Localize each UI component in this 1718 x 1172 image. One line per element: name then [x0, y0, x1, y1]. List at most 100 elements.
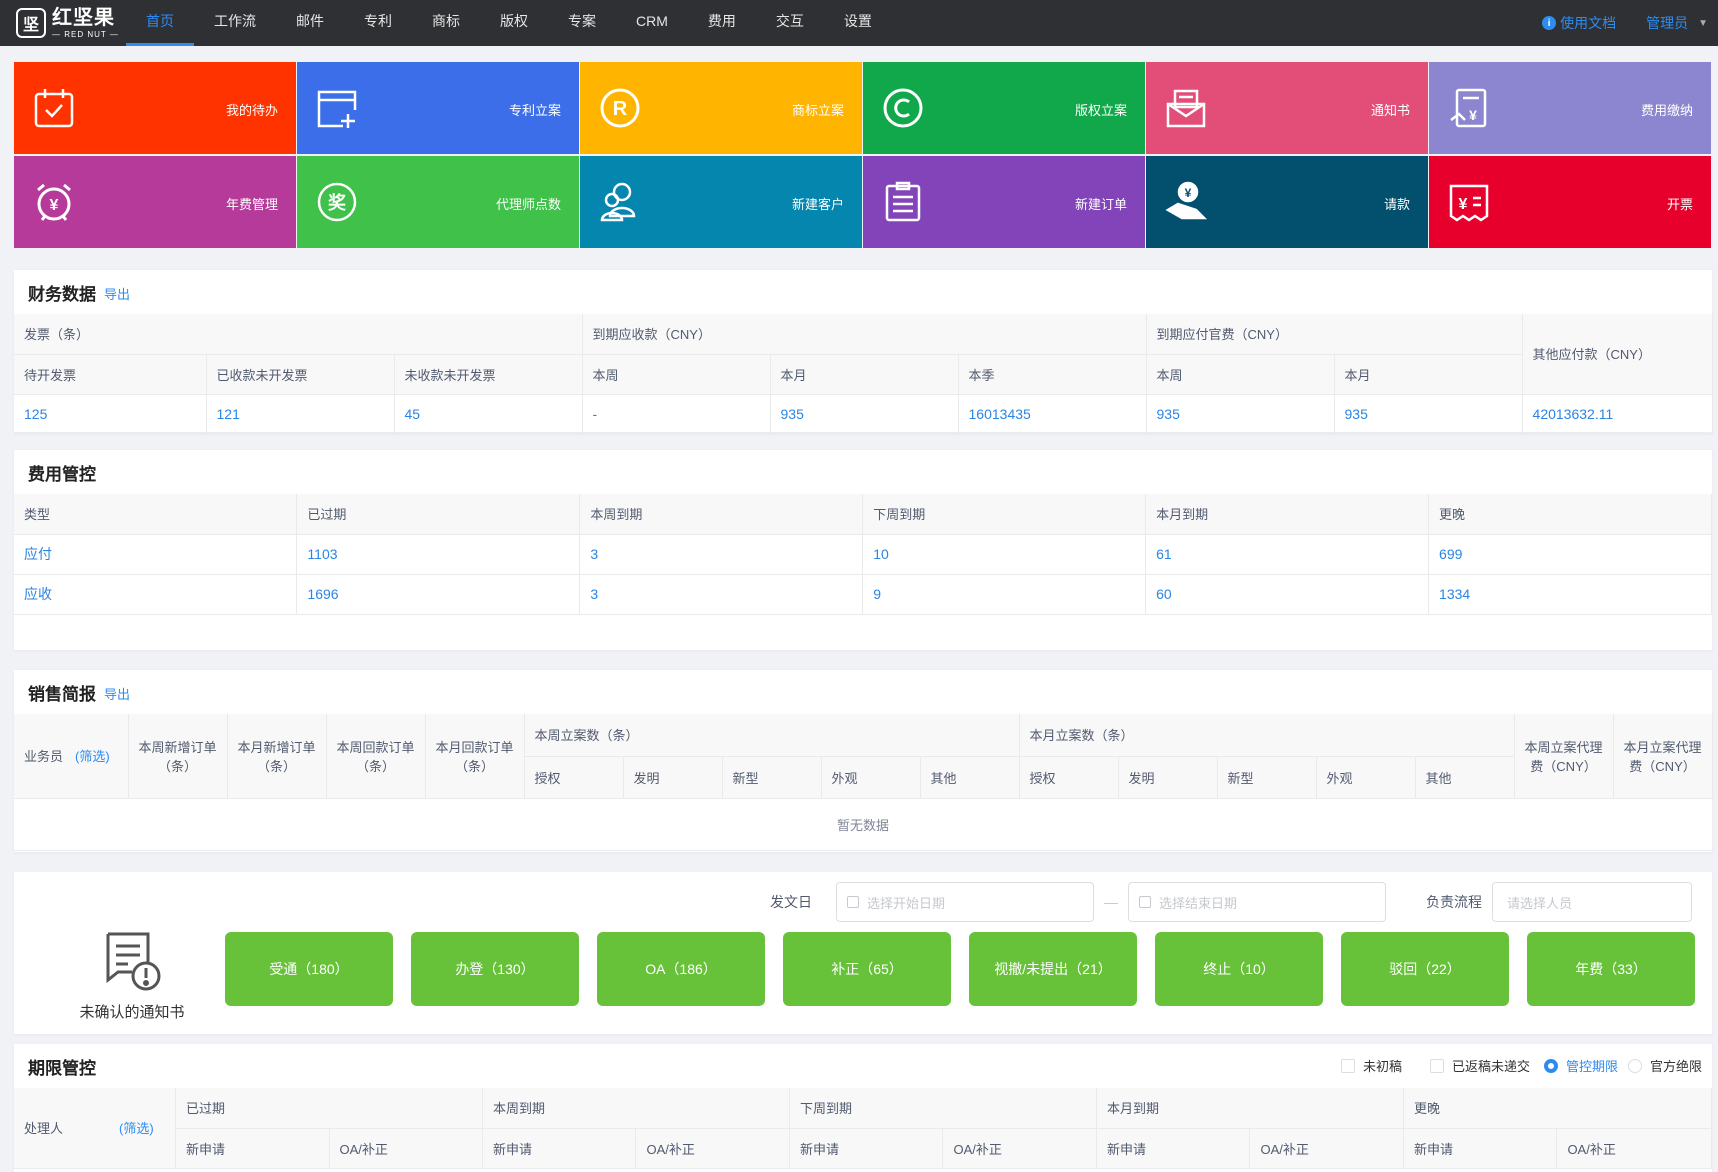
value-paid-not-invoiced[interactable]: 121 [206, 394, 395, 435]
handler-filter-link[interactable]: (筛选) [119, 1121, 154, 1137]
cell-value[interactable]: 10 [862, 534, 1147, 575]
notice-btn-terminated[interactable]: 终止（10） [1155, 932, 1323, 1006]
radio[interactable] [1627, 1058, 1642, 1073]
sales-table: 业务员 (筛选) 本周新增订单（条） 本月新增订单（条） 本周回款订单（条） 本月… [14, 714, 1713, 851]
cell-value[interactable]: 1103 [296, 534, 581, 575]
table-row: 125 121 45 - 935 16013435 935 935 420136… [14, 394, 1713, 435]
info-icon: i [1542, 16, 1557, 30]
help-docs-label: 使用文档 [1560, 15, 1617, 31]
value-unpaid-not-invoiced[interactable]: 45 [394, 394, 583, 435]
header-expired: 已过期 [296, 494, 581, 535]
value-fee-month[interactable]: 935 [1334, 394, 1523, 435]
header-invention: 发明 [1118, 756, 1218, 799]
app-logo[interactable]: 坚 红坚果 — RED NUT — [0, 0, 126, 46]
cell-value[interactable]: 1334 [1428, 574, 1712, 615]
main-nav: 首页 工作流 邮件 专利 商标 版权 专案 CRM 费用 交互 设置 [126, 0, 892, 46]
tile-patent-filing[interactable]: 专利立案 [297, 62, 579, 154]
option-returned-not-submitted[interactable]: 已返稿未递交 [1429, 1056, 1530, 1075]
cell-value[interactable]: 3 [579, 574, 864, 615]
flow-owner-label: 负责流程 [1426, 894, 1482, 910]
finance-export-link[interactable]: 导出 [104, 287, 131, 302]
deadline-title: 期限管控 [28, 1058, 96, 1078]
nav-item-workflow[interactable]: 工作流 [214, 13, 256, 29]
header-oa-correction: OA/补正 [1249, 1128, 1404, 1169]
tile-notice[interactable]: 通知书 [1146, 62, 1428, 154]
nav-item-home[interactable]: 首页 [126, 0, 194, 46]
radio-selected[interactable] [1543, 1058, 1558, 1073]
value-receivable-quarter[interactable]: 16013435 [958, 394, 1147, 435]
value-fee-week[interactable]: 935 [1146, 394, 1335, 435]
tile-label: 通知书 [1370, 103, 1410, 118]
hand-money-icon: ¥ [1165, 181, 1208, 220]
tile-fee-payment[interactable]: ¥ 费用缴纳 [1429, 62, 1711, 154]
header-receivable: 到期应收款（CNY） [582, 314, 1147, 355]
unconfirmed-notice-icon [106, 932, 161, 991]
invoice-icon: ¥ [1449, 184, 1489, 222]
tile-payment-request[interactable]: ¥ 请款 [1146, 156, 1428, 248]
users-icon [600, 182, 636, 222]
tile-new-customer[interactable]: 新建客户 [580, 156, 862, 248]
value-pending-invoice[interactable]: 125 [14, 394, 207, 435]
notice-btn-acceptance[interactable]: 受通（180） [225, 932, 393, 1006]
nav-item-patent[interactable]: 专利 [364, 13, 392, 29]
header-new-application: 新申请 [1096, 1128, 1251, 1169]
end-date-input[interactable]: 选择结束日期 [1128, 882, 1386, 922]
tile-annual-fee[interactable]: ¥ 年费管理 [14, 156, 296, 248]
notice-btn-correction[interactable]: 补正（65） [783, 932, 951, 1006]
sales-export-link[interactable]: 导出 [104, 687, 131, 702]
header-later: 更晚 [1403, 1088, 1713, 1129]
option-controlled-deadline[interactable]: 管控期限 [1543, 1056, 1618, 1075]
calendar-icon [847, 896, 859, 908]
nav-item-crm[interactable]: CRM [636, 13, 668, 29]
tile-my-todo[interactable]: 我的待办 [14, 62, 296, 154]
finance-table: 发票（条） 到期应收款（CNY） 到期应付官费（CNY） 其他应付款（CNY） … [14, 314, 1713, 435]
checkbox[interactable] [1429, 1058, 1444, 1073]
option-not-drafted[interactable]: 未初稿 [1340, 1056, 1402, 1075]
notice-btn-rejected[interactable]: 驳回（22） [1341, 932, 1509, 1006]
start-date-input[interactable]: 选择开始日期 [836, 882, 1094, 922]
value-receivable-month[interactable]: 935 [770, 394, 959, 435]
notice-btn-registration[interactable]: 办登（130） [411, 932, 579, 1006]
row-type-receivable[interactable]: 应收 [14, 574, 298, 615]
nav-item-project[interactable]: 专案 [568, 13, 596, 29]
salesman-filter-link[interactable]: (筛选) [75, 749, 110, 765]
cell-value[interactable]: 60 [1145, 574, 1430, 615]
person-select[interactable]: 请选择人员 [1492, 882, 1692, 922]
tile-agent-points[interactable]: 奖 代理师点数 [297, 156, 579, 248]
nav-item-fee[interactable]: 费用 [707, 13, 736, 29]
header-expired: 已过期 [175, 1088, 483, 1129]
header-utility: 新型 [722, 756, 822, 799]
nav-item-copyright[interactable]: 版权 [500, 13, 528, 29]
tile-new-order[interactable]: 新建订单 [863, 156, 1145, 248]
tile-invoicing[interactable]: ¥ 开票 [1429, 156, 1711, 248]
tile-copyright-filing[interactable]: 版权立案 [863, 62, 1145, 154]
nav-item-interaction[interactable]: 交互 [775, 13, 804, 29]
header-unpaid-not-invoiced: 未收款未开发票 [394, 354, 583, 395]
nav-item-settings[interactable]: 设置 [843, 13, 872, 29]
sales-title: 销售简报 [28, 684, 96, 704]
cell-value[interactable]: 61 [1145, 534, 1430, 575]
nav-item-mail[interactable]: 邮件 [296, 13, 324, 29]
bill-pay-icon: ¥ [1450, 88, 1487, 128]
notice-btn-oa[interactable]: OA（186） [597, 932, 765, 1006]
cell-value[interactable]: 9 [862, 574, 1147, 615]
checkbox[interactable] [1340, 1058, 1355, 1073]
row-type-payable[interactable]: 应付 [14, 534, 298, 575]
notice-btn-annual-fee[interactable]: 年费（33） [1527, 932, 1695, 1006]
value-other-payable[interactable]: 42013632.11 [1522, 394, 1713, 435]
cell-value[interactable]: 3 [579, 534, 864, 575]
option-official-deadline[interactable]: 官方绝限 [1627, 1056, 1702, 1075]
tile-trademark-filing[interactable]: R 商标立案 [580, 62, 862, 154]
user-menu[interactable]: 管理员 ▼ [1646, 13, 1708, 33]
notice-btn-withdrawn[interactable]: 视撤/未提出（21） [969, 932, 1137, 1006]
value-receivable-week[interactable]: - [582, 394, 771, 435]
header-grant: 授权 [1019, 756, 1119, 799]
cell-value[interactable]: 1696 [296, 574, 581, 615]
tile-label: 版权立案 [1074, 103, 1127, 118]
header-week-agency-fee: 本周立案代理费（CNY） [1514, 714, 1614, 799]
header-salesman: 业务员 (筛选) [14, 714, 129, 799]
header-fee-week: 本周 [1146, 354, 1335, 395]
help-docs-link[interactable]: i 使用文档 [1542, 13, 1616, 33]
nav-item-trademark[interactable]: 商标 [432, 13, 460, 29]
cell-value[interactable]: 699 [1428, 534, 1712, 575]
